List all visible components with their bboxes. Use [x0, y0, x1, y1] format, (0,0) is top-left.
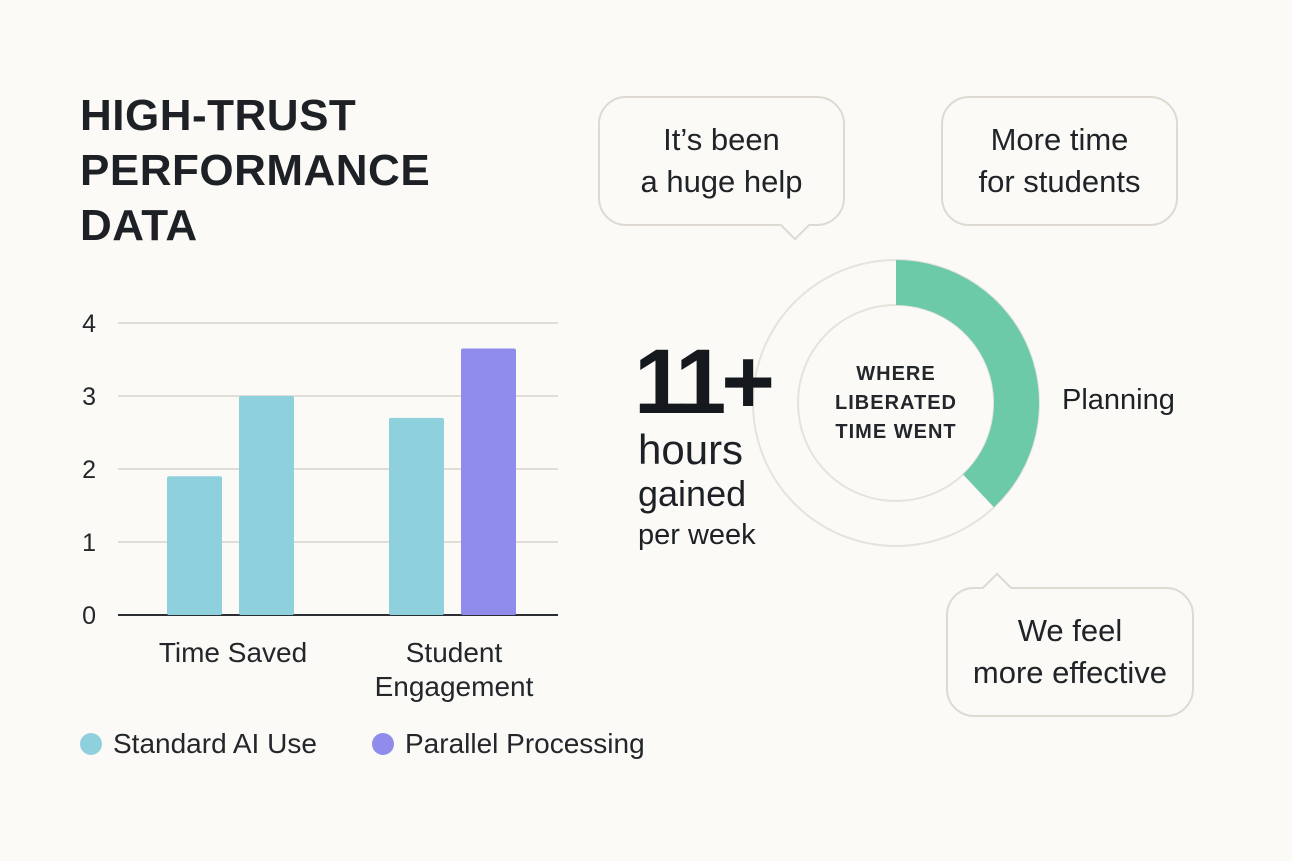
- stat-line-per-week: per week: [638, 519, 756, 551]
- quote-bubble-more-effective: We feel more effective: [946, 587, 1194, 717]
- x-tick-label: Student: [406, 637, 503, 668]
- bar: [389, 417, 444, 615]
- stat-line-gained: gained: [638, 473, 747, 514]
- legend-swatch-parallel: [372, 733, 394, 755]
- y-tick-label: 0: [82, 602, 96, 630]
- legend-item-parallel: Parallel Processing: [372, 728, 645, 760]
- quote-line: for students: [978, 164, 1141, 199]
- donut-center-line-2: LIBERATED: [835, 392, 957, 414]
- y-tick-label: 2: [82, 456, 96, 484]
- quote-line: More time: [990, 122, 1129, 157]
- y-tick-label: 3: [82, 383, 96, 411]
- quote-line: a huge help: [640, 164, 803, 199]
- donut-center-label: WHERE LIBERATED TIME WENT: [810, 360, 982, 447]
- quote-line: We feel: [1017, 613, 1123, 648]
- legend-item-standard: Standard AI Use: [80, 728, 317, 760]
- stat-number: 11+: [634, 331, 775, 433]
- quote-bubble-huge-help: It’s been a huge help: [598, 96, 845, 226]
- donut-center-line-3: TIME WENT: [835, 421, 957, 443]
- donut-segment-label: Planning: [1062, 384, 1175, 416]
- stat-line-hours: hours: [638, 426, 744, 473]
- quote-line: It’s been: [663, 122, 780, 157]
- donut-segment-planning: [896, 260, 1039, 508]
- title-line-3: DATA: [80, 201, 198, 250]
- donut-center-line-1: WHERE: [856, 363, 936, 385]
- quote-bubble-more-time: More time for students: [941, 96, 1178, 226]
- x-tick-label: Time Saved: [159, 637, 307, 668]
- quote-line: more effective: [972, 655, 1168, 690]
- x-tick-label: Engagement: [375, 671, 534, 702]
- y-tick-label: 4: [82, 310, 96, 338]
- legend-label-parallel: Parallel Processing: [405, 728, 645, 759]
- legend-swatch-standard: [80, 733, 102, 755]
- page-title: HIGH-TRUST PERFORMANCE DATA: [80, 88, 430, 253]
- y-tick-label: 1: [82, 529, 96, 557]
- title-line-2: PERFORMANCE: [80, 146, 431, 195]
- legend-label-standard: Standard AI Use: [113, 728, 317, 759]
- bar: [167, 476, 222, 615]
- bar: [461, 348, 516, 615]
- title-line-1: HIGH-TRUST: [80, 91, 357, 140]
- bar: [239, 396, 294, 615]
